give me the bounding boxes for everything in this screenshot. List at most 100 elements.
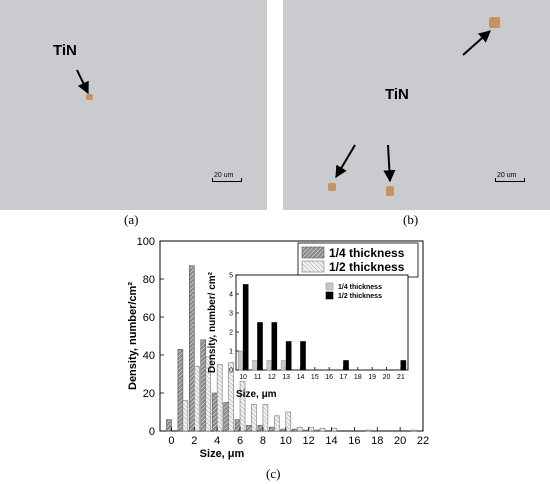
main-xtick-label-18: 18 [371,435,383,447]
main-bar-s1-x8 [257,424,264,432]
inset-xtick-label-13: 13 [282,374,290,381]
main-bar-s2-x2 [194,366,200,432]
main-ytick-label-20: 20 [143,388,155,400]
arrows-b [335,30,491,183]
inset-bar-s2-x14 [300,341,306,371]
inset-bar-s2-x21 [400,360,407,371]
micrograph-a: TiN 20 um [0,0,267,210]
main-xtick-label-20: 20 [394,435,406,447]
main-bar-s2-x14 [331,427,337,432]
main-ytick-label-40: 40 [143,350,155,362]
inset-xtick-label-14: 14 [297,374,305,381]
main-bar-s2-x13 [319,427,326,432]
main-xtick-label-16: 16 [348,435,360,447]
main-bar-s2-x10 [285,411,292,432]
main-bar-s2-x11 [296,426,303,432]
main-bar-s2-x3 [205,356,212,432]
inset-ytick-label-1: 1 [229,348,233,355]
inset-ylabel: Density, number/ cm² [207,271,218,373]
main-bar-s2-x17 [365,429,372,432]
inset-ytick-label-2: 2 [229,329,233,336]
inset-bar-s2-x10 [242,284,249,371]
main-legend-label-2: 1/2 thickness [329,260,405,274]
caption-b: (b) [403,212,419,227]
main-xtick-label-2: 2 [191,435,197,447]
main-legend-label-1: 1/4 thickness [329,246,405,260]
main-bar-s2-x5 [228,362,234,432]
main-bar-s2-x21 [411,429,417,432]
inset-bar-s2-x12 [271,322,278,371]
main-xtick-label-10: 10 [280,435,292,447]
inset-bar-s1-x11 [252,360,258,371]
scalebar-a: 20 um [212,172,246,184]
main-ylabel: Density, number/cm² [127,282,139,390]
micrograph-b: TiN 20 um [283,0,550,210]
main-bar-s1-x7 [246,424,252,432]
inset-xtick-label-11: 11 [254,374,261,381]
main-bar-s2-x7 [251,404,257,432]
inset-ytick-label-0: 0 [229,367,233,374]
main-legend-swatch-2 [301,260,325,273]
inset-bar-s2-x11 [257,322,263,371]
inset-xtick-label-17: 17 [340,374,348,381]
tin-particle-b3 [386,186,394,196]
main-bar-s1-x4 [211,392,218,432]
scalebar-label-b: 20 um [497,172,517,179]
scalebar-label-a: 20 um [214,172,234,179]
main-bar-s2-x12 [308,426,314,432]
main-legend-swatch-1 [301,246,325,259]
tin-particle-a [86,94,93,100]
inset-legend-swatch-2 [325,291,334,300]
main-ytick-label-80: 80 [143,274,155,286]
inset-legend [324,281,406,303]
main-ytick-label-100: 100 [137,236,155,248]
main-ytick-label-0: 0 [149,426,155,438]
tin-particle-b1 [489,17,500,28]
main-bar-s1-x2 [189,265,195,432]
main-xtick-label-8: 8 [260,435,266,447]
main-bar-s1-x12 [303,429,309,432]
inset-xtick-label-15: 15 [311,374,319,381]
inset-xtick-label-21: 21 [397,374,405,381]
inset-bar-s2-x13 [285,341,292,371]
inset-bar-s1-x13 [280,360,287,371]
inset-xtick-label-16: 16 [325,374,333,381]
arrow-a [76,69,89,95]
main-bar-s2-x4 [216,364,223,432]
main-xtick-label-12: 12 [303,435,315,447]
inset-bar-s1-x12 [266,360,273,371]
main-bar-s2-x9 [274,415,280,432]
main-bar-s1-x3 [200,339,207,432]
main-bar-s1-x13 [314,429,321,432]
main-bar-s1-x10 [280,428,287,432]
caption-c: (c) [266,466,281,481]
inset-xtick-label-18: 18 [354,374,362,381]
caption-a: (a) [124,212,139,227]
main-bar-s2-x8 [262,404,269,432]
main-xlabel: Size, μm [200,448,245,460]
inset-xtick-label-10: 10 [239,374,247,381]
main-bar-s2-x1 [182,400,189,432]
main-bar-s1-x5 [223,402,229,432]
inset-bar-s1-x10 [237,350,244,371]
main-bar-s1-x1 [177,348,184,432]
inset-xlabel: Size, μm [236,389,277,400]
inset-legend-label-1: 1/4 thickness [338,284,382,291]
main-bar-s1-x11 [291,428,298,432]
inset-xtick-label-12: 12 [268,374,276,381]
main-bar-s1-x9 [269,426,275,432]
tin-label-a: TiN [53,42,77,59]
inset-xtick-label-20: 20 [383,374,391,381]
main-xtick-label-0: 0 [168,435,174,447]
tin-particle-b2 [328,183,336,191]
inset-legend-swatch-1 [325,282,334,291]
main-xtick-label-22: 22 [417,435,429,447]
inset-ytick-label-3: 3 [229,310,233,317]
main-bar-s1-x0 [166,419,172,432]
main-xtick-label-4: 4 [214,435,220,447]
inset-xtick-label-19: 19 [368,374,376,381]
tin-label-b: TiN [385,86,409,103]
main-bar-s2-x6 [239,381,246,432]
